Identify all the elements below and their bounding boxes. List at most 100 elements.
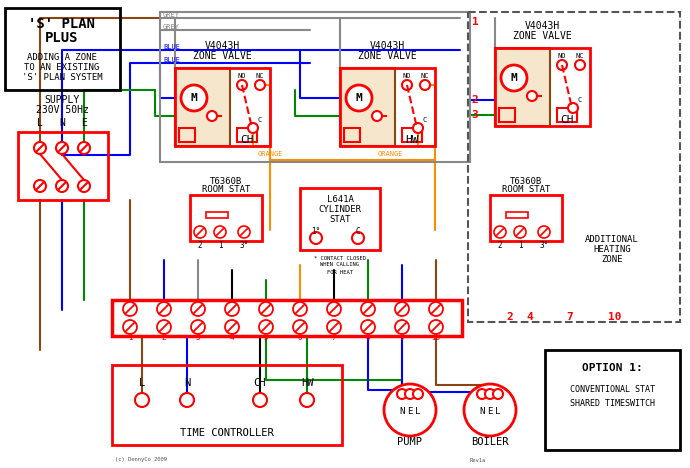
Text: (c) DennyCo 2009: (c) DennyCo 2009: [115, 458, 167, 462]
Circle shape: [402, 80, 412, 90]
Circle shape: [372, 111, 382, 121]
Circle shape: [300, 393, 314, 407]
Text: L: L: [139, 378, 145, 388]
Bar: [506, 212, 528, 218]
Bar: [402, 128, 422, 142]
Circle shape: [514, 226, 526, 238]
Text: CH: CH: [254, 378, 266, 388]
Circle shape: [346, 85, 372, 111]
Text: 3°: 3°: [540, 241, 549, 249]
Text: CONVENTIONAL STAT: CONVENTIONAL STAT: [569, 386, 655, 395]
Circle shape: [259, 320, 273, 334]
Text: V4043H: V4043H: [369, 41, 404, 51]
Text: 1: 1: [128, 334, 132, 343]
Text: 2: 2: [497, 241, 502, 249]
Text: L: L: [37, 118, 43, 128]
Circle shape: [207, 111, 217, 121]
Text: TIME CONTROLLER: TIME CONTROLLER: [180, 428, 274, 438]
Bar: [190, 195, 262, 241]
Text: 3: 3: [196, 334, 200, 343]
Circle shape: [413, 123, 423, 133]
Text: CYLINDER: CYLINDER: [319, 205, 362, 214]
Text: E: E: [407, 408, 413, 417]
Circle shape: [225, 302, 239, 316]
Circle shape: [180, 393, 194, 407]
Circle shape: [194, 226, 206, 238]
Bar: [340, 68, 435, 146]
Circle shape: [361, 320, 375, 334]
Text: M: M: [190, 93, 197, 103]
Bar: [206, 212, 228, 218]
Circle shape: [501, 65, 527, 91]
Text: TO AN EXISTING: TO AN EXISTING: [24, 63, 99, 72]
Text: V4043H: V4043H: [524, 21, 560, 31]
Circle shape: [248, 123, 258, 133]
Text: NO: NO: [238, 73, 246, 79]
Circle shape: [477, 389, 487, 399]
Text: 4: 4: [230, 334, 235, 343]
Text: HW: HW: [405, 135, 419, 145]
Text: CH: CH: [560, 115, 574, 125]
Text: ROOM STAT: ROOM STAT: [502, 185, 550, 195]
Circle shape: [413, 389, 423, 399]
Text: ADDITIONAL: ADDITIONAL: [585, 235, 639, 244]
Text: 9: 9: [400, 334, 404, 343]
Circle shape: [327, 320, 341, 334]
Bar: [237, 128, 257, 142]
Text: PUMP: PUMP: [397, 437, 422, 447]
Text: OPTION 1:: OPTION 1:: [582, 363, 642, 373]
Circle shape: [405, 389, 415, 399]
Text: NC: NC: [421, 73, 429, 79]
Circle shape: [238, 226, 250, 238]
Bar: [344, 128, 360, 142]
Text: E: E: [81, 118, 87, 128]
Circle shape: [181, 85, 207, 111]
Text: 2: 2: [161, 334, 166, 343]
Text: NO: NO: [558, 53, 566, 59]
Text: N: N: [184, 378, 190, 388]
Bar: [495, 48, 550, 126]
Bar: [557, 108, 577, 122]
Text: 1°: 1°: [311, 227, 321, 235]
Circle shape: [420, 80, 430, 90]
Circle shape: [56, 180, 68, 192]
Bar: [175, 68, 270, 146]
Circle shape: [123, 302, 137, 316]
Bar: [112, 300, 462, 336]
Circle shape: [568, 103, 578, 113]
Bar: [5, 8, 120, 90]
Circle shape: [527, 91, 537, 101]
Circle shape: [191, 320, 205, 334]
Bar: [179, 128, 195, 142]
Text: NC: NC: [256, 73, 264, 79]
Text: 2: 2: [198, 241, 202, 249]
Circle shape: [191, 302, 205, 316]
Text: L: L: [495, 408, 501, 417]
Bar: [545, 350, 680, 450]
Circle shape: [395, 320, 409, 334]
Bar: [160, 12, 470, 162]
Circle shape: [327, 302, 341, 316]
Bar: [490, 195, 562, 241]
Circle shape: [78, 142, 90, 154]
Text: ROOM STAT: ROOM STAT: [201, 185, 250, 195]
Text: Rev1a: Rev1a: [470, 458, 486, 462]
Text: FOR HEAT: FOR HEAT: [327, 270, 353, 275]
Text: T6360B: T6360B: [210, 176, 242, 185]
Text: ZONE VALVE: ZONE VALVE: [193, 51, 251, 61]
Text: BLUE: BLUE: [163, 57, 180, 63]
Text: 'S' PLAN: 'S' PLAN: [28, 17, 95, 31]
Circle shape: [575, 60, 585, 70]
Text: 10: 10: [431, 334, 441, 343]
Text: 2: 2: [506, 312, 513, 322]
Text: 'S' PLAN SYSTEM: 'S' PLAN SYSTEM: [21, 73, 102, 81]
Text: 6: 6: [297, 334, 302, 343]
Text: 7: 7: [566, 312, 573, 322]
Bar: [340, 68, 395, 146]
Text: 230V 50Hz: 230V 50Hz: [36, 105, 88, 115]
Text: L: L: [415, 408, 421, 417]
Circle shape: [259, 302, 273, 316]
Text: E: E: [487, 408, 493, 417]
Text: NC: NC: [575, 53, 584, 59]
Text: WHEN CALLING: WHEN CALLING: [320, 263, 359, 268]
